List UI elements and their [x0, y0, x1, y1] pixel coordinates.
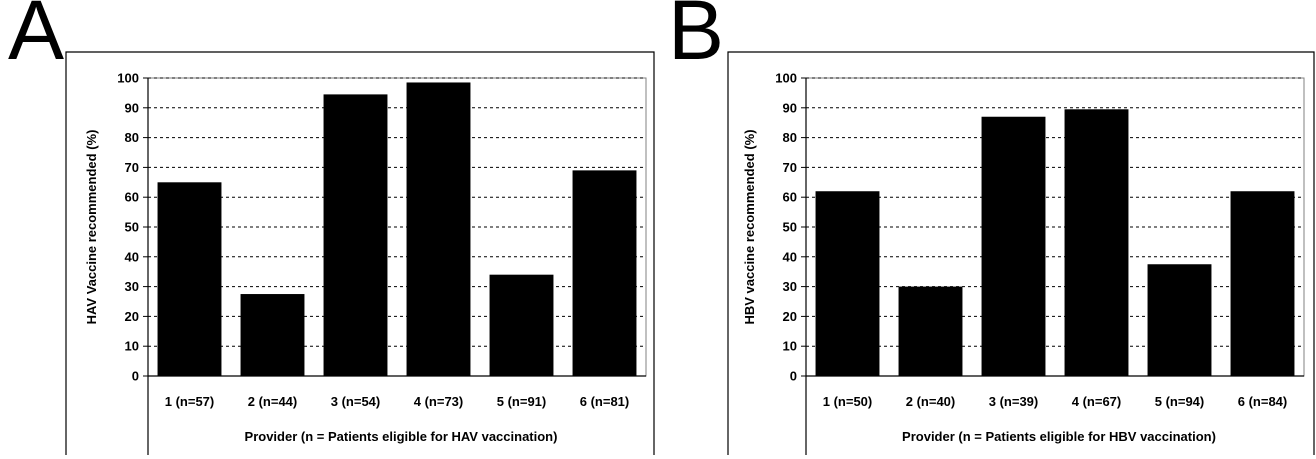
bar-b-1 — [815, 191, 880, 376]
x-category-label-b: 1 (n=50) — [823, 394, 873, 409]
bar-a-3 — [323, 94, 388, 376]
y-tick-label-a: 90 — [125, 100, 139, 115]
y-tick-label-b: 60 — [783, 190, 797, 205]
x-category-label-b: 4 (n=67) — [1072, 394, 1122, 409]
x-category-label-b: 5 (n=94) — [1155, 394, 1205, 409]
y-tick-label-b: 100 — [775, 71, 797, 86]
bar-a-6 — [572, 170, 637, 376]
x-category-label-b: 3 (n=39) — [989, 394, 1039, 409]
bar-b-2 — [898, 286, 963, 376]
bar-b-3 — [981, 116, 1046, 377]
y-tick-label-b: 70 — [783, 160, 797, 175]
bar-chart-hbv: 0 10 20 30 40 50 60 70 80 90 100 1 (n=50) 2 (n=40) 3 … — [727, 51, 1315, 455]
x-category-label-a: 3 (n=54) — [331, 394, 381, 409]
y-tick-label-b: 10 — [783, 339, 797, 354]
y-tick-label-a: 0 — [132, 369, 139, 384]
y-tick-label-b: 0 — [790, 369, 797, 384]
panel-label-a: A — [8, 0, 65, 77]
chart-frame-a — [65, 51, 655, 455]
bar-a-5 — [489, 274, 554, 376]
y-tick-label-a: 100 — [117, 71, 139, 86]
x-category-label-b: 2 (n=40) — [906, 394, 956, 409]
chart-panel-b: B 0 10 20 30 40 50 60 70 80 90 100 1 (n=50) 2 (n=40)… — [658, 0, 1316, 459]
panel-label-b: B — [668, 0, 725, 77]
y-tick-label-b: 40 — [783, 249, 797, 264]
bar-b-5 — [1147, 264, 1212, 376]
y-tick-label-a: 60 — [125, 190, 139, 205]
chart-panel-a: A 0 10 20 30 40 50 60 70 80 90 100 1 (n=57) 2 (n=44)… — [8, 0, 655, 455]
y-axis-title-b: HBV vaccine recommended (%) — [742, 129, 757, 324]
bar-b-6 — [1230, 191, 1295, 376]
x-category-label-a: 5 (n=91) — [497, 394, 547, 409]
x-category-label-a: 4 (n=73) — [414, 394, 464, 409]
x-axis-title-a: Provider (n = Patients eligible for HAV … — [245, 429, 558, 444]
x-category-label-b: 6 (n=84) — [1238, 394, 1288, 409]
y-tick-label-b: 90 — [783, 100, 797, 115]
y-tick-label-b: 20 — [783, 309, 797, 324]
bar-a-4 — [406, 82, 471, 376]
y-tick-label-a: 50 — [125, 220, 139, 235]
y-tick-label-b: 80 — [783, 130, 797, 145]
x-category-label-a: 1 (n=57) — [165, 394, 215, 409]
bar-b-4 — [1064, 109, 1129, 376]
y-tick-label-a: 70 — [125, 160, 139, 175]
y-tick-label-b: 30 — [783, 279, 797, 294]
y-tick-label-a: 40 — [125, 249, 139, 264]
y-tick-label-a: 10 — [125, 339, 139, 354]
y-tick-label-a: 30 — [125, 279, 139, 294]
x-category-label-a: 2 (n=44) — [248, 394, 298, 409]
y-tick-label-b: 50 — [783, 220, 797, 235]
y-axis-title-a: HAV Vaccine recommended (%) — [84, 130, 99, 325]
chart-frame-b — [727, 51, 1315, 455]
x-axis-title-b: Provider (n = Patients eligible for HBV … — [902, 429, 1216, 444]
y-tick-label-a: 80 — [125, 130, 139, 145]
bar-chart-hav: 0 10 20 30 40 50 60 70 80 90 100 1 (n=57) 2 (n=44) 3 … — [65, 51, 655, 455]
bar-a-1 — [157, 182, 222, 376]
y-tick-label-a: 20 — [125, 309, 139, 324]
bar-a-2 — [240, 294, 305, 376]
x-category-label-a: 6 (n=81) — [580, 394, 630, 409]
